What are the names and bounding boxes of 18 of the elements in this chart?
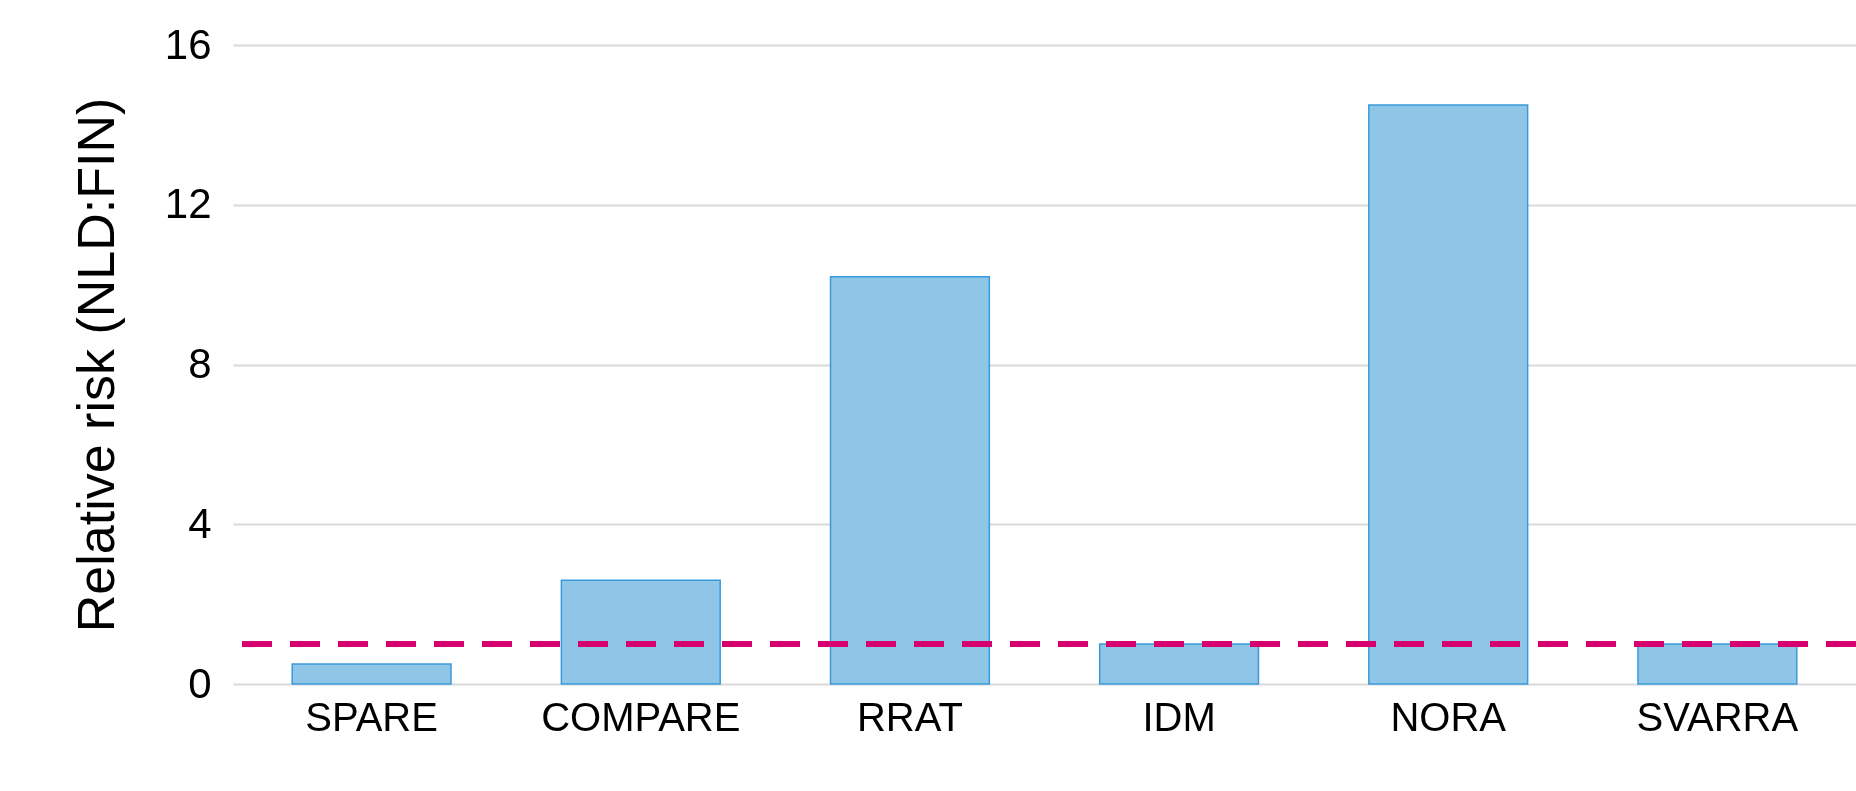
- y-axis-title: Relative risk (NLD:FIN): [66, 97, 125, 633]
- y-tick-label: 16: [164, 20, 212, 68]
- y-tick-label: 0: [188, 659, 212, 707]
- x-tick-label: RRAT: [856, 694, 963, 739]
- bar: [1368, 104, 1529, 685]
- x-tick-label: SVARRA: [1636, 694, 1799, 739]
- bar: [291, 663, 452, 685]
- x-tick-label: IDM: [1142, 694, 1216, 739]
- x-tick-label: COMPARE: [541, 694, 741, 739]
- y-tick-label: 4: [188, 499, 212, 547]
- y-tick-label: 12: [164, 180, 212, 228]
- y-tick-label: 8: [188, 340, 212, 387]
- bar: [560, 579, 721, 685]
- bar: [1637, 643, 1798, 685]
- x-tick-label: SPARE: [305, 694, 438, 739]
- bar: [1098, 643, 1260, 685]
- bar: [829, 275, 991, 685]
- x-tick-label: NORA: [1390, 694, 1507, 739]
